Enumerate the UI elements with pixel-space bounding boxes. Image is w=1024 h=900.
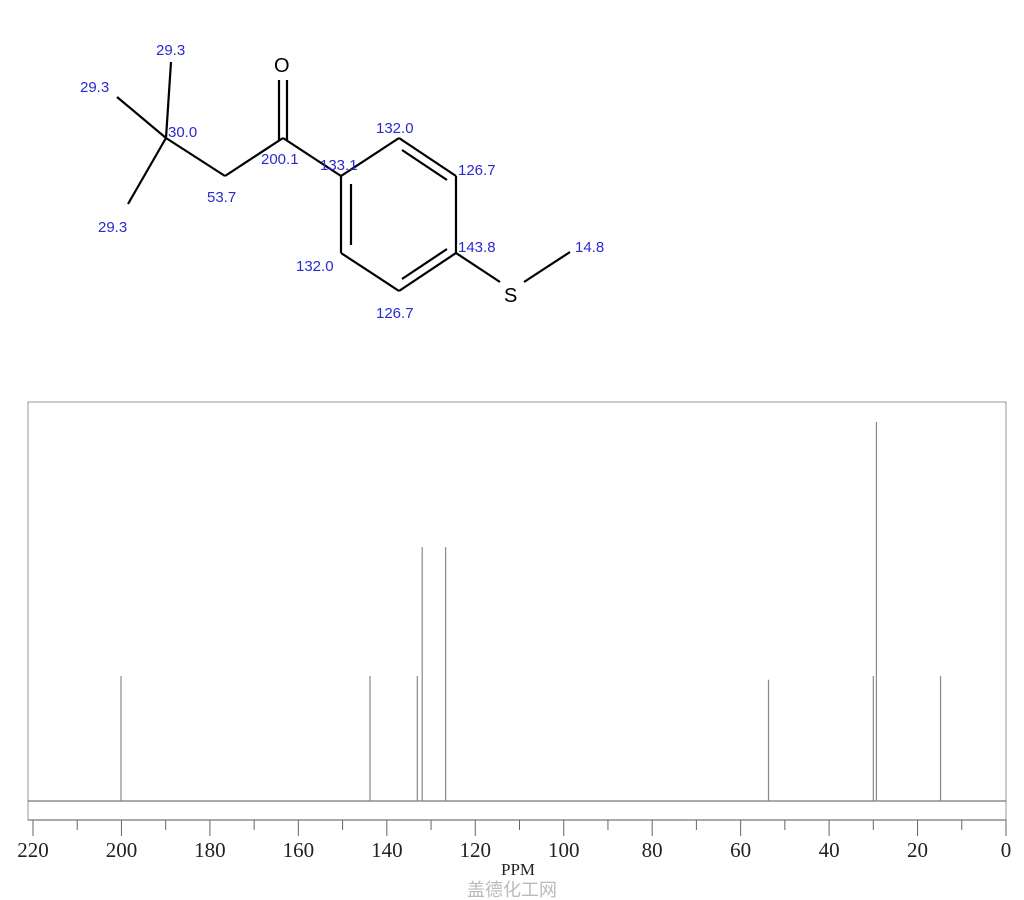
tick-label: 100 — [548, 838, 580, 862]
x-axis-label: PPM — [501, 860, 535, 879]
tick-label: 120 — [460, 838, 492, 862]
bond — [282, 137, 342, 177]
bond — [340, 137, 400, 177]
tick-label: 200 — [106, 838, 138, 862]
shift-label: 53.7 — [207, 189, 236, 206]
shift-label: 132.0 — [296, 258, 334, 275]
x-axis-ticks: 220 200 180 160 140 120 100 80 60 40 20 0 — [17, 820, 1011, 862]
plot-frame — [27, 401, 1007, 821]
shift-label: 132.0 — [376, 120, 414, 137]
oxygen-atom: O — [274, 55, 290, 77]
bond — [340, 252, 400, 292]
bond — [401, 248, 448, 280]
watermark: 盖德化工网 — [467, 880, 557, 900]
bond — [523, 251, 571, 283]
molecule-structure — [116, 61, 571, 292]
bond — [164, 61, 173, 139]
bond — [398, 137, 457, 177]
shift-label: 200.1 — [261, 151, 299, 168]
shift-label: 133.1 — [320, 157, 358, 174]
tick-label: 40 — [819, 838, 840, 862]
tick-label: 60 — [730, 838, 751, 862]
bond — [401, 149, 448, 181]
shift-label: 126.7 — [376, 305, 414, 322]
bond — [398, 252, 457, 292]
shift-label: 143.8 — [458, 239, 496, 256]
tick-label: 160 — [283, 838, 315, 862]
peaks — [120, 422, 942, 801]
tick-label: 140 — [371, 838, 403, 862]
bond — [455, 252, 501, 283]
tick-label: 0 — [1001, 838, 1012, 862]
shift-labels: 29.3 29.3 29.3 30.0 53.7 200.1 133.1 132… — [80, 42, 604, 322]
shift-label: 126.7 — [458, 162, 496, 179]
bond — [116, 96, 167, 139]
bond — [127, 137, 167, 205]
bond — [165, 137, 226, 177]
sulfur-atom: S — [504, 285, 517, 307]
shift-label: 30.0 — [168, 124, 197, 141]
shift-label: 29.3 — [98, 219, 127, 236]
shift-label: 29.3 — [80, 79, 109, 96]
shift-label: 14.8 — [575, 239, 604, 256]
shift-label: 29.3 — [156, 42, 185, 59]
tick-label: 220 — [17, 838, 49, 862]
tick-label: 180 — [194, 838, 226, 862]
tick-label: 20 — [907, 838, 928, 862]
bond — [224, 137, 284, 177]
tick-label: 80 — [642, 838, 663, 862]
